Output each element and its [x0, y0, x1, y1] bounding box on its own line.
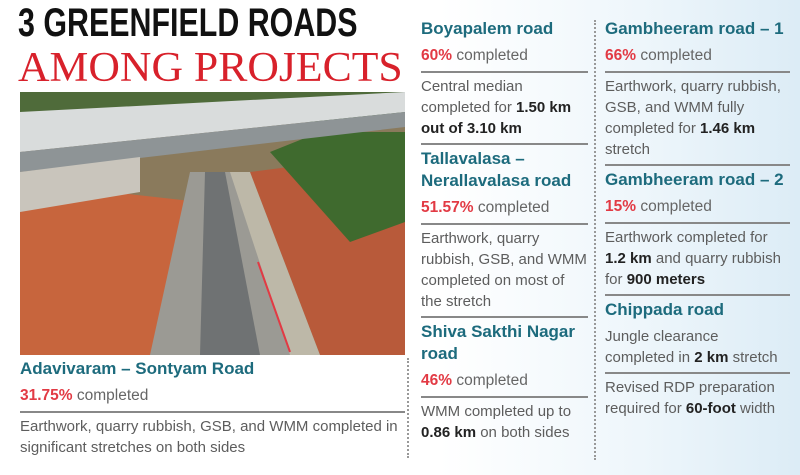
divider	[421, 71, 588, 73]
progress-percent: 66%	[605, 47, 637, 64]
divider	[421, 223, 588, 225]
divider	[421, 143, 588, 145]
road-chippada: Chippada road Jungle clearance completed…	[605, 299, 790, 419]
progress-percent: 60%	[421, 47, 453, 64]
details: Earthwork, quarry rubbish, GSB, and WMM …	[20, 418, 398, 456]
road-name: Shiva Sakthi Nagar road	[421, 322, 576, 363]
divider	[421, 316, 588, 318]
status-text: completed	[456, 47, 528, 64]
road-name: Boyapalem road	[421, 19, 554, 38]
divider	[605, 294, 790, 296]
subheadline: AMONG PROJECTS	[18, 45, 403, 91]
details: Jungle clearance completed in 2 km stret…	[605, 328, 778, 366]
road-adavivaram: Adavivaram – Sontyam Road 31.75% complet…	[20, 358, 405, 458]
status-text: completed	[456, 372, 528, 389]
divider	[605, 372, 790, 374]
road-name: Chippada road	[605, 300, 725, 319]
road-gambheeram-1: Gambheeram road – 1 66% completed Earthw…	[605, 18, 790, 166]
road-boyapalem: Boyapalem road 60% completed Central med…	[421, 18, 588, 145]
details: Earthwork, quarry rubbish, GSB, and WMM …	[421, 230, 587, 310]
divider	[421, 396, 588, 398]
progress-percent: 51.57%	[421, 199, 474, 216]
divider	[20, 411, 405, 413]
divider	[605, 222, 790, 224]
status-text: completed	[640, 47, 712, 64]
road-name: Adavivaram – Sontyam Road	[20, 359, 255, 378]
aerial-road-photo	[20, 92, 405, 355]
road-name: Gambheeram road – 2	[605, 170, 784, 189]
progress-percent: 46%	[421, 372, 453, 389]
road-shiva-sakthi-nagar: Shiva Sakthi Nagar road 46% completed WM…	[421, 321, 588, 443]
headline: 3 GREENFIELD ROADS	[18, 1, 358, 45]
divider	[605, 71, 790, 73]
road-gambheeram-2: Gambheeram road – 2 15% completed Earthw…	[605, 169, 790, 296]
details: Earthwork completed for 1.2 km and quarr…	[605, 229, 781, 288]
details: Central median completed for 1.50 km out…	[421, 78, 572, 137]
divider	[605, 164, 790, 166]
details: Earthwork, quarry rubbish, GSB, and WMM …	[605, 78, 781, 158]
details-2: Revised RDP preparation required for 60-…	[605, 379, 776, 417]
status-text: completed	[76, 387, 149, 404]
column-divider	[594, 20, 596, 460]
road-name: Gambheeram road – 1	[605, 19, 784, 38]
progress-percent: 15%	[605, 198, 637, 215]
details: WMM completed up to 0.86 km on both side…	[421, 403, 572, 441]
progress-percent: 31.75%	[20, 387, 73, 404]
road-name: Tallavalasa – Nerallavalasa road	[421, 149, 572, 190]
status-text: completed	[477, 199, 550, 216]
status-text: completed	[640, 198, 712, 215]
column-divider	[407, 358, 409, 458]
road-tallavalasa: Tallavalasa – Nerallavalasa road 51.57% …	[421, 148, 588, 318]
